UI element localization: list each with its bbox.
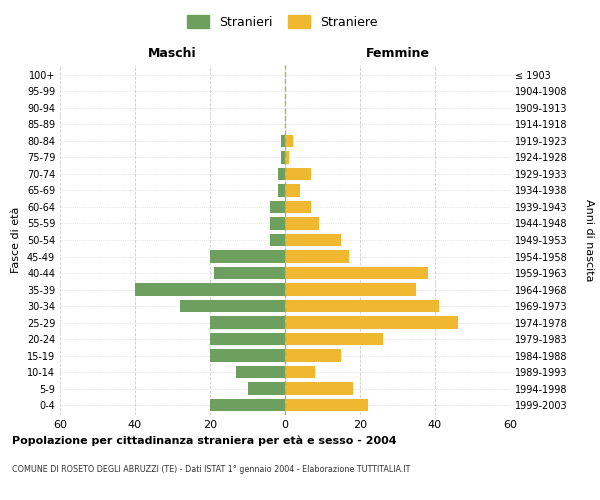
Bar	[214, 267, 285, 279]
Bar	[285, 250, 349, 262]
Bar	[285, 316, 458, 328]
Bar	[285, 350, 341, 362]
Bar	[285, 234, 341, 246]
Bar	[210, 350, 285, 362]
Bar	[135, 284, 285, 296]
Bar	[270, 218, 285, 230]
Bar	[285, 201, 311, 213]
Bar	[210, 333, 285, 345]
Bar	[285, 184, 300, 196]
Y-axis label: Fasce di età: Fasce di età	[11, 207, 21, 273]
Bar	[236, 366, 285, 378]
Text: COMUNE DI ROSETO DEGLI ABRUZZI (TE) - Dati ISTAT 1° gennaio 2004 - Elaborazione : COMUNE DI ROSETO DEGLI ABRUZZI (TE) - Da…	[12, 465, 410, 474]
Bar	[285, 366, 315, 378]
Bar	[210, 399, 285, 411]
Bar	[281, 135, 285, 147]
Bar	[270, 201, 285, 213]
Bar	[285, 284, 416, 296]
Bar	[180, 300, 285, 312]
Bar	[285, 267, 427, 279]
Bar	[285, 382, 353, 395]
Bar	[248, 382, 285, 395]
Bar	[285, 218, 319, 230]
Text: Maschi: Maschi	[148, 47, 197, 60]
Bar	[277, 168, 285, 180]
Bar	[285, 168, 311, 180]
Bar	[285, 300, 439, 312]
Bar	[210, 316, 285, 328]
Legend: Stranieri, Straniere: Stranieri, Straniere	[183, 11, 381, 32]
Bar	[210, 250, 285, 262]
Text: Femmine: Femmine	[365, 47, 430, 60]
Bar	[285, 152, 289, 164]
Bar	[270, 234, 285, 246]
Bar	[285, 333, 383, 345]
Text: Popolazione per cittadinanza straniera per età e sesso - 2004: Popolazione per cittadinanza straniera p…	[12, 435, 397, 446]
Bar	[277, 184, 285, 196]
Y-axis label: Anni di nascita: Anni di nascita	[584, 198, 594, 281]
Bar	[285, 399, 367, 411]
Bar	[281, 152, 285, 164]
Bar	[285, 135, 293, 147]
